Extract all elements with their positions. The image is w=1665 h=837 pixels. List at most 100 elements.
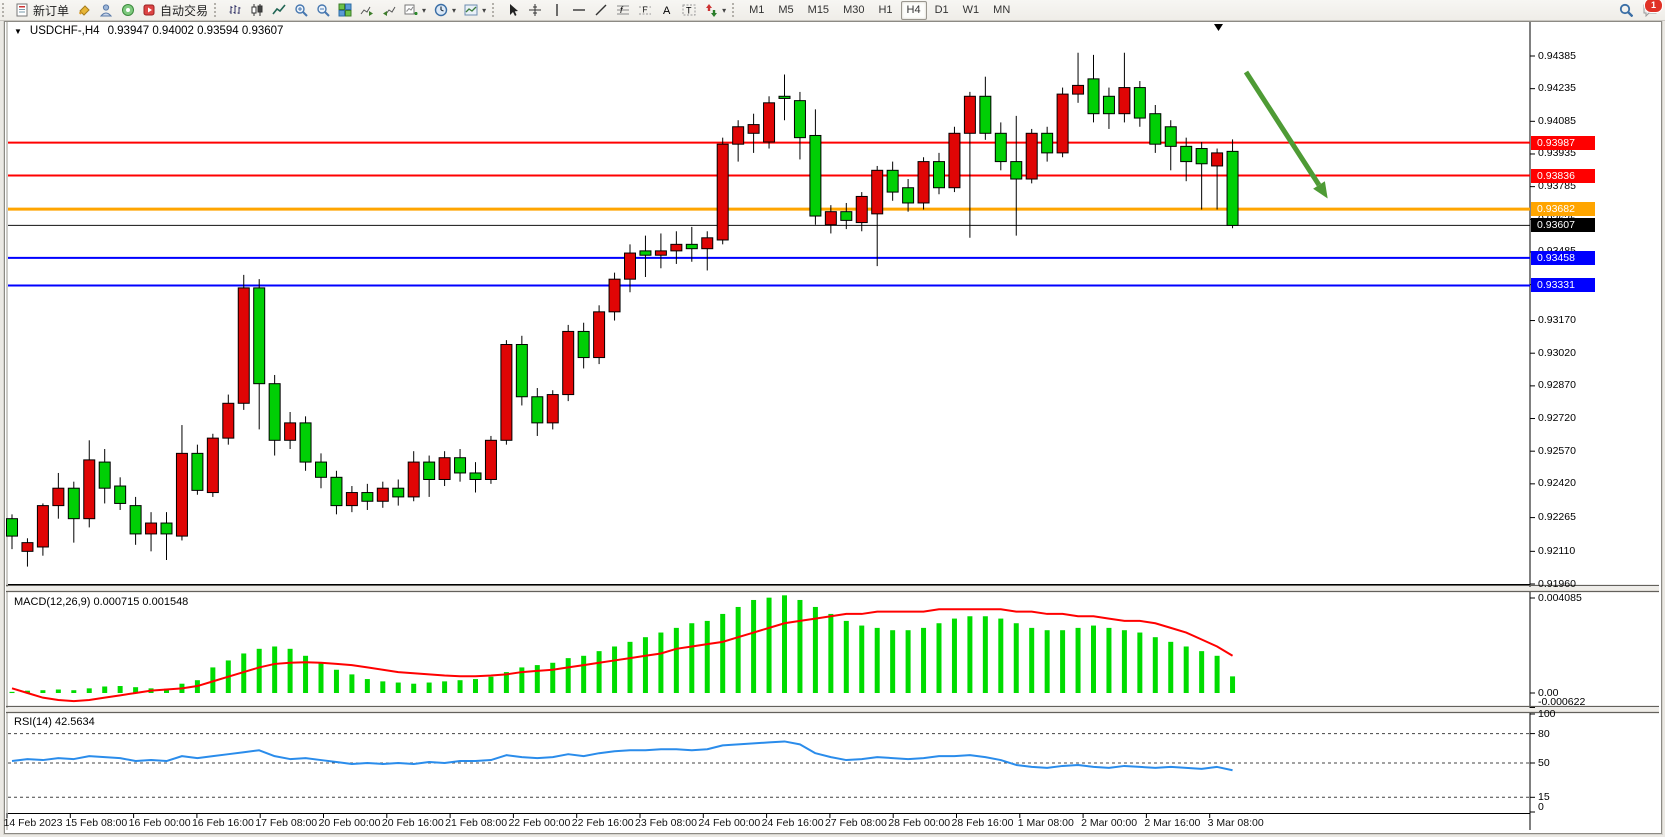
bars-icon <box>228 3 242 17</box>
rsi-axis-label: 15 <box>1538 791 1550 804</box>
autoscroll-icon <box>360 3 374 17</box>
price-tick-label: 0.94085 <box>1538 114 1576 127</box>
panel-separator-groove <box>6 708 1659 712</box>
price-tick-label: 0.93785 <box>1538 180 1576 193</box>
fibonacci-icon: f <box>616 3 630 17</box>
fibonacci-button[interactable]: f <box>612 0 634 20</box>
time-tick-label: 14 Feb 2023 <box>3 817 63 829</box>
label-icon: T <box>682 3 696 17</box>
linechart-icon <box>272 3 286 17</box>
price-line-label[interactable]: 0.93836 <box>1531 168 1595 183</box>
search-button[interactable] <box>1619 3 1634 18</box>
price-line-label[interactable]: 0.93458 <box>1531 250 1595 265</box>
autotrading-button[interactable]: 自动交易 <box>139 0 212 20</box>
autotrading-button-label: 自动交易 <box>160 3 209 18</box>
cursor-button[interactable] <box>502 0 524 20</box>
timeframe-button-w1[interactable]: W1 <box>962 4 980 16</box>
candlestick-chart-button[interactable] <box>246 0 268 20</box>
notifications-button[interactable]: 1 <box>1643 0 1663 18</box>
new-order-button[interactable]: 新订单 <box>12 0 73 20</box>
time-tick-label: 28 Feb 16:00 <box>951 817 1014 829</box>
timeframe-button-m30[interactable]: M30 <box>843 4 865 16</box>
time-tick-label: 1 Mar 08:00 <box>1017 817 1074 829</box>
timeframe-button-mn[interactable]: MN <box>993 4 1011 16</box>
price-tick-label: 0.92720 <box>1538 412 1576 425</box>
chartshift-icon <box>382 3 396 17</box>
chart-shift-button[interactable] <box>378 0 400 20</box>
text-icon: A <box>660 3 674 17</box>
person-icon <box>99 3 113 17</box>
time-tick-label: 17 Feb 08:00 <box>255 817 318 829</box>
zoom-in-icon <box>294 3 308 17</box>
text-button[interactable]: A <box>656 0 678 20</box>
text-label-button[interactable]: T <box>678 0 700 20</box>
time-tick-label: 20 Feb 16:00 <box>381 817 444 829</box>
toolbar-grip[interactable] <box>492 3 500 17</box>
time-tick-label: 16 Feb 16:00 <box>191 817 254 829</box>
time-tick-label: 21 Feb 08:00 <box>445 817 508 829</box>
macd-signal-line <box>11 608 1234 703</box>
vertical-line-button[interactable] <box>546 0 568 20</box>
chevron-down-icon[interactable]: ▾ <box>452 5 457 15</box>
profile-button[interactable] <box>95 0 117 20</box>
price-line-label[interactable]: 0.93331 <box>1531 278 1595 293</box>
price-line-label[interactable]: 0.93987 <box>1531 135 1595 150</box>
time-tick-label: 28 Feb 00:00 <box>888 817 951 829</box>
chart-title: ▼ USDCHF-,H4 0.93947 0.94002 0.93594 0.9… <box>14 25 283 37</box>
macd-axis-label: 0.004085 <box>1538 591 1582 604</box>
timeframe-button-m15[interactable]: M15 <box>807 4 830 16</box>
toolbar-grip[interactable] <box>2 3 10 17</box>
template-button[interactable]: ▾ <box>460 0 490 20</box>
price-tick-label: 0.93935 <box>1538 147 1576 160</box>
trend-arrow-head[interactable] <box>1313 181 1328 199</box>
rsi-axis-label: 0 <box>1538 801 1544 813</box>
tile-windows-button[interactable] <box>334 0 356 20</box>
price-line-label[interactable]: 0.93682 <box>1531 202 1595 217</box>
crosshair-button[interactable] <box>524 0 546 20</box>
macd-histogram <box>9 595 1236 694</box>
bar-chart-button[interactable] <box>224 0 246 20</box>
trendline-button[interactable] <box>590 0 612 20</box>
time-tick-label: 23 Feb 08:00 <box>635 817 697 829</box>
profiles-button[interactable]: ▾ <box>430 0 460 20</box>
zoom-out-button[interactable] <box>312 0 334 20</box>
timeframe-button-m1[interactable]: M1 <box>749 4 765 16</box>
price-tick-label: 0.92110 <box>1538 544 1576 557</box>
timeframe-button-h4[interactable]: H4 <box>900 0 927 20</box>
price-line-label[interactable]: 0.93607 <box>1531 218 1595 233</box>
candles-icon <box>250 3 264 17</box>
price-tick-label: 0.93020 <box>1538 346 1576 359</box>
chevron-down-icon[interactable]: ▾ <box>722 5 727 15</box>
cursor-icon <box>506 3 520 17</box>
price-tick-label: 0.91960 <box>1538 577 1576 590</box>
line-chart-button[interactable] <box>268 0 290 20</box>
chevron-down-icon[interactable]: ▾ <box>482 5 487 15</box>
template-icon <box>464 3 478 17</box>
chevron-down-icon[interactable]: ▾ <box>422 5 427 15</box>
timeframe-button-m5[interactable]: M5 <box>778 4 794 16</box>
arrows-icon <box>704 3 718 17</box>
trend-arrow-line[interactable] <box>1243 70 1322 187</box>
horizontal-line-button[interactable] <box>568 0 590 20</box>
chart-shift-marker-icon[interactable] <box>1214 24 1223 31</box>
toolbar-grip[interactable] <box>214 3 222 17</box>
toolbar-grip[interactable] <box>732 3 740 17</box>
styler-button[interactable] <box>73 0 95 20</box>
time-tick-label: 2 Mar 00:00 <box>1081 817 1138 829</box>
channel-button[interactable]: F <box>634 0 656 20</box>
timeframe-button-h1[interactable]: H1 <box>878 4 893 16</box>
timeframe-button-d1[interactable]: D1 <box>934 4 949 16</box>
arrows-button[interactable]: ▾ <box>700 0 730 20</box>
time-tick-label: 24 Feb 00:00 <box>698 817 761 829</box>
signal-button[interactable] <box>117 0 139 20</box>
auto-scroll-button[interactable] <box>356 0 378 20</box>
paint-bucket-icon <box>77 3 91 17</box>
new-chart-button[interactable]: ▾ <box>400 0 430 20</box>
zoom-in-button[interactable] <box>290 0 312 20</box>
main-toolbar: 新订单 自动交易 ▾ ▾ ▾ f F A T ▾ M1 M5 M15 M30 H1 H4 D1 W1 MN 1 <box>0 0 1665 21</box>
chart-menu-icon[interactable]: ▼ <box>14 26 22 36</box>
svg-text:f: f <box>620 5 624 15</box>
rsi-axis-label: 80 <box>1538 727 1550 740</box>
notification-badge: 1 <box>1644 0 1663 13</box>
